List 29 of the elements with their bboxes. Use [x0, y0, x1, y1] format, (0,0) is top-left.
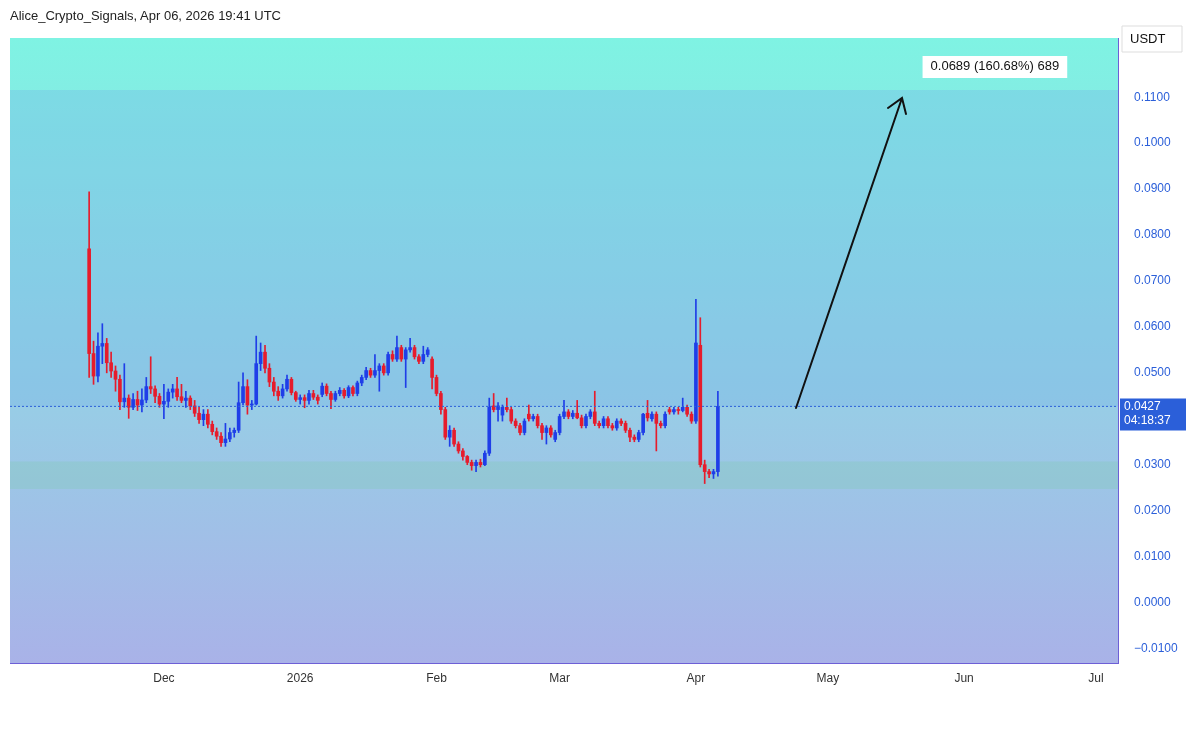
y-tick-label: 0.0100 — [1134, 548, 1172, 563]
y-tick-label: 0.1100 — [1134, 89, 1171, 104]
candlestick — [373, 354, 377, 378]
y-tick-label: 0.0900 — [1134, 181, 1172, 196]
y-tick-label: 0.0600 — [1134, 319, 1172, 334]
y-tick-label: 0.0800 — [1134, 227, 1172, 242]
y-tick-label: 0.0700 — [1134, 273, 1172, 288]
y-tick-label: 0.0500 — [1134, 365, 1172, 380]
y-tick-label: 0.0000 — [1134, 594, 1172, 609]
text: Alice_Crypto_Signals, Apr 06, 2026 19:41 UTC — [10, 8, 281, 23]
ref-line-label: 0.0427 04:18:37 — [1124, 398, 1172, 427]
x-tick-label: Apr — [686, 671, 706, 686]
annotation: 0.0689 (160.68%) 689 — [930, 58, 1060, 74]
x-tick-label: Jul — [1088, 671, 1104, 686]
y-tick-label: 0.1000 — [1134, 135, 1172, 150]
x-tick-label: Mar — [549, 671, 570, 686]
candlestick — [184, 390, 188, 408]
x-tick-label: May — [816, 671, 840, 686]
candlestick — [676, 406, 681, 415]
y-tick-label: 0.0200 — [1134, 502, 1172, 517]
x-tick-label: Dec — [153, 671, 175, 686]
y-axis-title: USDT — [1130, 30, 1166, 46]
x-tick-label: Feb — [426, 671, 448, 686]
x-tick-label: 2026 — [286, 671, 314, 686]
y-tick-label: 0.0300 — [1134, 457, 1172, 472]
y-tick-label: −0.0100 — [1134, 640, 1179, 655]
candlestick — [122, 363, 127, 408]
x-tick-label: Jun — [954, 671, 974, 686]
candlestick — [162, 384, 166, 420]
